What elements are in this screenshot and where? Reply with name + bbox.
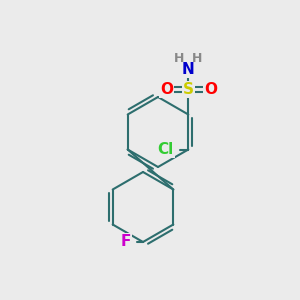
Text: F: F bbox=[121, 235, 131, 250]
Text: O: O bbox=[160, 82, 173, 97]
Text: N: N bbox=[182, 62, 195, 77]
Text: H: H bbox=[174, 52, 184, 65]
Text: Cl: Cl bbox=[157, 142, 173, 157]
Text: O: O bbox=[204, 82, 217, 97]
Text: H: H bbox=[192, 52, 202, 65]
Text: S: S bbox=[183, 82, 194, 97]
